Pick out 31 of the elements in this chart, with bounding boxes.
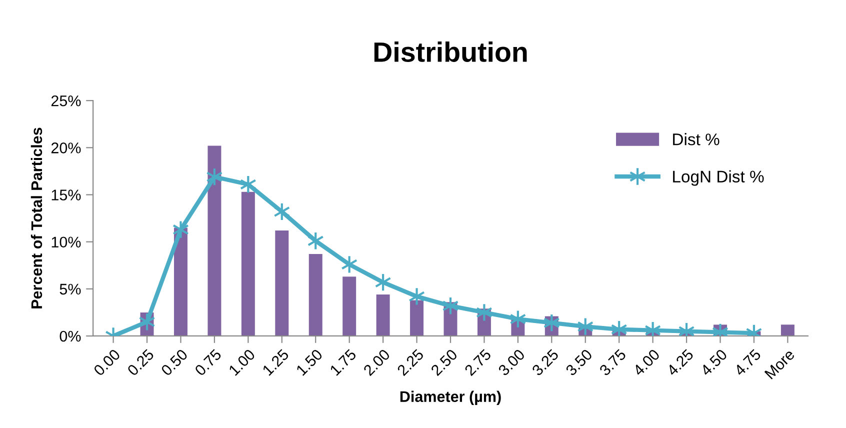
- x-tick-label: 0.50: [160, 348, 188, 376]
- bar: [410, 300, 424, 336]
- point: [610, 320, 628, 336]
- legend-label: Dist %: [673, 133, 720, 146]
- x-tick-label: 0.00: [92, 348, 121, 376]
- y-tick-label: 0%: [60, 330, 81, 342]
- y-tick-label: 20%: [51, 142, 81, 154]
- y-axis-title: Percent of Total Particles: [30, 128, 42, 308]
- bar: [275, 230, 289, 336]
- legend-label: LogN Dist %: [673, 170, 764, 186]
- y-tick-label: 25%: [51, 95, 81, 106]
- x-tick-label: 4.00: [632, 348, 660, 376]
- bar: [208, 146, 222, 336]
- x-axis-title: Diameter (µm): [400, 390, 501, 406]
- bar: [342, 276, 356, 336]
- bar: [780, 324, 794, 336]
- x-tick-label: 4.50: [700, 348, 728, 376]
- point: [476, 303, 492, 322]
- y-tick-label: 10%: [52, 236, 81, 248]
- bar: [174, 228, 188, 336]
- x-tick-label: 3.50: [565, 348, 593, 376]
- bar: [376, 294, 390, 336]
- y-tick-label: 15%: [52, 190, 81, 200]
- point: [172, 220, 189, 239]
- chart-title: Distribution: [374, 42, 527, 62]
- bar: [241, 192, 255, 336]
- point: [408, 287, 426, 306]
- x-tick-label: 3.00: [498, 348, 526, 376]
- bar: [308, 254, 322, 336]
- point: [577, 317, 594, 336]
- y-tick-label: 5%: [60, 284, 81, 295]
